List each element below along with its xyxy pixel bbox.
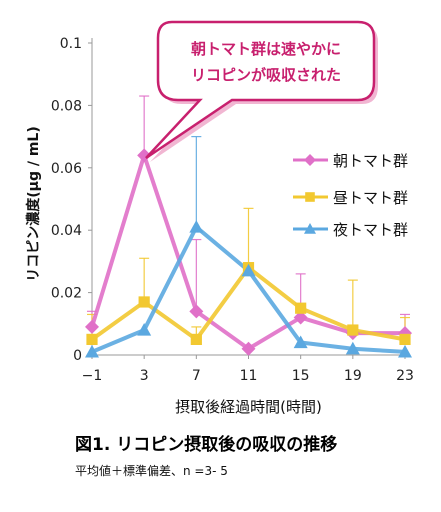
- data-point: [345, 341, 360, 355]
- chart: 0 0.02 0.04 0.06 0.08 0.1 −1 3 7 11 15 19 23 摂取後経過時間(…: [25, 20, 414, 416]
- data-point: [295, 302, 307, 314]
- data-point: [138, 296, 150, 308]
- callout-text: 朝トマト群は速やかに: [191, 40, 341, 58]
- legend-marker: [304, 223, 316, 234]
- data-point: [190, 333, 202, 345]
- y-tick-label: 0: [73, 348, 82, 364]
- data-point: [85, 344, 99, 358]
- data-point: [241, 341, 256, 356]
- chart-axes: 0 0.02 0.04 0.06 0.08 0.1 −1 3 7 11 15 19 23 摂取後経過時間(…: [25, 36, 414, 416]
- data-point: [398, 344, 412, 358]
- data-point: [347, 324, 359, 336]
- y-tick-label: 0.02: [51, 286, 82, 302]
- x-tick-label: −1: [82, 368, 103, 384]
- data-point: [86, 333, 98, 345]
- legend-marker: [305, 192, 315, 202]
- y-tick-label: 0.04: [51, 223, 82, 239]
- data-point: [137, 148, 152, 163]
- data-point: [85, 319, 99, 334]
- x-axis-label: 摂取後経過時間(時間): [175, 398, 322, 416]
- y-tick-label: 0.1: [60, 36, 82, 52]
- data-point: [399, 333, 411, 345]
- figure-note: 平均値＋標準偏差、n =3- 5: [75, 464, 228, 478]
- data-point: [293, 310, 308, 325]
- x-tick-label: 7: [192, 368, 201, 384]
- legend-label: 昼トマト群: [333, 189, 408, 207]
- data-point: [189, 304, 204, 319]
- legend-label: 夜トマト群: [333, 221, 408, 239]
- y-axis-label: リコピン濃度(μg / mL): [25, 126, 42, 282]
- legend-marker: [304, 154, 316, 166]
- data-point: [137, 323, 152, 336]
- data-point: [241, 263, 256, 277]
- y-tick-label: 0.08: [51, 98, 82, 114]
- x-tick-label: 15: [292, 368, 310, 384]
- error-bars: [87, 95, 410, 340]
- figure-caption: 図1. リコピン摂取後の吸収の推移: [75, 435, 338, 455]
- x-tick-label: 19: [344, 368, 362, 384]
- data-point: [189, 220, 204, 233]
- data-point: [293, 335, 308, 349]
- x-tick-label: 23: [396, 368, 414, 384]
- x-tick-label: 11: [240, 368, 258, 384]
- x-tick-label: 3: [140, 368, 149, 384]
- legend-label: 朝トマト群: [333, 152, 408, 170]
- y-tick-label: 0.06: [51, 161, 82, 177]
- callout-text: リコピンが吸収された: [191, 66, 341, 84]
- chart-series: [85, 148, 412, 358]
- callout-bubble: [145, 20, 376, 160]
